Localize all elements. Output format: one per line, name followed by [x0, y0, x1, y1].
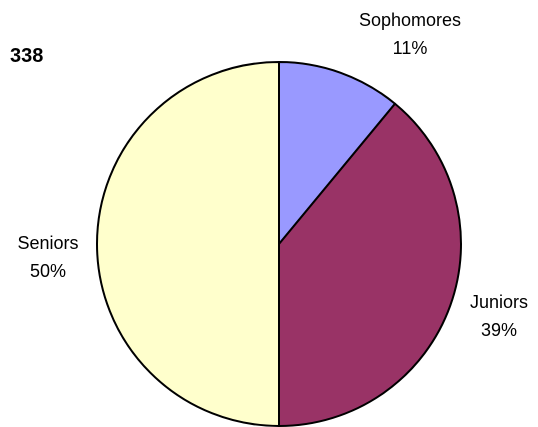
pie-slice-juniors — [278, 102, 462, 427]
respondent-count: 338 — [10, 45, 43, 67]
pie-slice-sophomores — [278, 61, 397, 245]
slice-percent-sophomores: 11% — [393, 38, 428, 58]
slice-label-juniors: Juniors — [470, 292, 528, 312]
slice-percent-seniors: 50% — [30, 261, 66, 281]
pie-labels: Sophomores 11% Juniors 39% Seniors 50% — [17, 10, 528, 340]
slice-label-sophomores: Sophomores — [359, 10, 461, 30]
pie-slice-seniors — [96, 61, 280, 427]
pie-slices — [96, 61, 462, 427]
slice-percent-juniors: 39% — [481, 320, 517, 340]
slice-label-seniors: Seniors — [17, 233, 78, 253]
